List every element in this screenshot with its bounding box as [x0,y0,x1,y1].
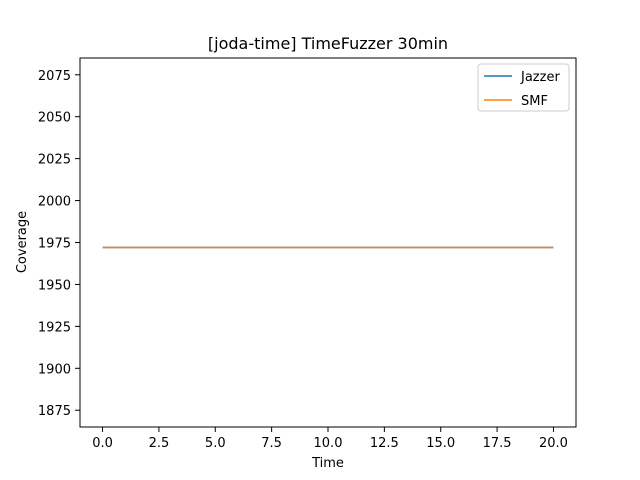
x-tick-label: 2.5 [149,436,170,451]
plot-area [79,57,577,428]
legend-label-smf: SMF [521,94,548,109]
x-tick-label: 0.0 [92,436,113,451]
y-axis: 1875 1900 1925 1950 1975 2000 2025 2050 2075 [38,69,80,419]
y-tick-label: 1950 [38,278,71,293]
x-tick-label: 12.5 [370,436,399,451]
x-tick-label: 5.0 [205,436,226,451]
x-tick-label: 17.5 [483,436,512,451]
legend-label-jazzer: Jazzer [520,70,560,85]
y-tick-label: 2000 [38,195,71,210]
y-tick-label: 2025 [38,153,71,168]
legend: Jazzer SMF [477,63,570,112]
y-tick-label: 1975 [38,237,71,252]
y-tick-label: 1925 [38,320,71,335]
y-tick-label: 1900 [38,362,71,377]
x-tick-label: 10.0 [314,436,343,451]
x-axis: 0.0 2.5 5.0 7.5 10.0 12.5 15.0 17.5 20.0 [92,427,568,451]
y-tick-label: 1875 [38,404,71,419]
x-axis-label: Time [311,456,344,471]
axes-frame [79,57,577,428]
x-tick-label: 15.0 [426,436,455,451]
x-tick-label: 7.5 [261,436,282,451]
chart-title: [joda-time] TimeFuzzer 30min [208,34,448,53]
y-tick-label: 2050 [38,111,71,126]
x-tick-label: 20.0 [539,436,568,451]
y-tick-label: 2075 [38,69,71,84]
y-axis-label: Coverage [15,211,30,273]
